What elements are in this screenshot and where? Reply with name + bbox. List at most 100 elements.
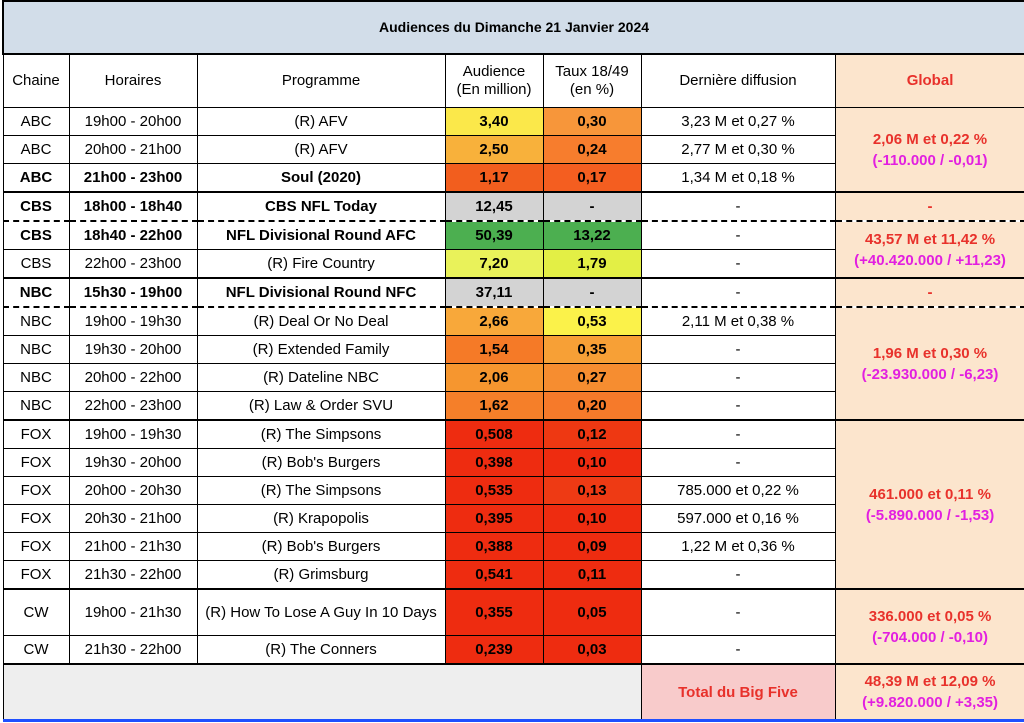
header-taux-line2: (en %) — [569, 81, 615, 98]
cell-taux: 0,30 — [542, 107, 642, 136]
cell-chaine: FOX — [2, 560, 70, 590]
cell-derniere: - — [640, 277, 836, 308]
table-row: NBC 19h30 - 20h00 (R) Extended Family 1,… — [2, 335, 1024, 364]
cell-taux: 0,12 — [542, 419, 642, 449]
table-row: CW 19h00 - 21h30 (R) How To Lose A Guy I… — [2, 588, 1024, 665]
cell-chaine: NBC — [2, 335, 70, 364]
cell-chaine: CW — [2, 588, 70, 636]
total-value: 48,39 M et 12,09 % (+9.820.000 / +3,35) — [834, 663, 1024, 722]
cell-chaine: FOX — [2, 448, 70, 477]
cell-taux: 0,03 — [542, 635, 642, 665]
sheet-title: Audiences du Dimanche 21 Janvier 2024 — [1, 0, 1024, 55]
global-cbs-today-main: - — [927, 198, 933, 215]
header-derniere: Dernière diffusion — [640, 53, 836, 108]
cell-programme: NFL Divisional Round NFC — [196, 277, 446, 308]
cell-horaires: 21h30 - 22h00 — [68, 560, 198, 590]
global-fox-main: 461.000 et 0,11 % — [869, 485, 991, 503]
global-nbc-diff: (-23.930.000 / -6,23) — [861, 365, 999, 383]
cell-taux: 0,17 — [542, 163, 642, 193]
table-row: ABC 19h00 - 20h00 (R) AFV 3,40 0,30 3,23… — [2, 107, 1024, 193]
cell-audience: 1,17 — [444, 163, 544, 193]
header-chaine: Chaine — [2, 53, 70, 108]
table-row: CBS 22h00 - 23h00 (R) Fire Country 7,20 … — [2, 249, 1024, 279]
total-blank-cell — [2, 663, 642, 722]
cell-horaires: 19h00 - 19h30 — [68, 306, 198, 336]
cell-horaires: 19h00 - 21h30 — [68, 588, 198, 636]
cell-programme: (R) AFV — [196, 135, 446, 164]
cell-horaires: 18h40 - 22h00 — [68, 220, 198, 250]
table-row: NBC 15h30 - 19h00 NFL Divisional Round N… — [2, 277, 1024, 308]
cell-derniere: - — [640, 560, 836, 590]
cell-chaine: ABC — [2, 135, 70, 164]
cell-horaires: 20h00 - 22h00 — [68, 363, 198, 392]
cell-horaires: 20h00 - 20h30 — [68, 476, 198, 505]
global-cw: 336.000 et 0,05 % (-704.000 / -0,10) — [834, 588, 1024, 665]
cell-programme: (R) Deal Or No Deal — [196, 306, 446, 336]
cell-chaine: NBC — [2, 306, 70, 336]
table-row: CBS 18h00 - 18h40 CBS NFL Today 12,45 - … — [2, 191, 1024, 222]
header-audience-line2: (En million) — [456, 81, 532, 98]
table-row: ABC 21h00 - 23h00 Soul (2020) 1,17 0,17 … — [2, 163, 1024, 193]
cell-derniere: - — [640, 335, 836, 364]
cell-derniere: - — [640, 419, 836, 449]
cell-programme: (R) Bob's Burgers — [196, 532, 446, 561]
table-row: CW 21h30 - 22h00 (R) The Conners 0,239 0… — [2, 635, 1024, 665]
cell-programme: CBS NFL Today — [196, 191, 446, 222]
cell-chaine: CW — [2, 635, 70, 665]
cell-chaine: FOX — [2, 504, 70, 533]
cell-derniere: 597.000 et 0,16 % — [640, 504, 836, 533]
table-row: NBC 20h00 - 22h00 (R) Dateline NBC 2,06 … — [2, 363, 1024, 392]
cell-chaine: CBS — [2, 191, 70, 222]
cell-derniere: 785.000 et 0,22 % — [640, 476, 836, 505]
total-value-main: 48,39 M et 12,09 % — [864, 673, 996, 690]
cell-audience: 12,45 — [444, 191, 544, 222]
cell-horaires: 19h00 - 20h00 — [68, 107, 198, 136]
cell-taux: - — [542, 191, 642, 222]
global-fox: 461.000 et 0,11 % (-5.890.000 / -1,53) — [834, 419, 1024, 590]
cell-programme: (R) Law & Order SVU — [196, 391, 446, 421]
global-fox-diff: (-5.890.000 / -1,53) — [865, 506, 995, 524]
cell-programme: (R) Fire Country — [196, 249, 446, 279]
cell-audience: 1,54 — [444, 335, 544, 364]
global-cw-diff: (-704.000 / -0,10) — [872, 628, 988, 646]
cell-derniere: - — [640, 588, 836, 636]
cell-audience: 2,50 — [444, 135, 544, 164]
cell-taux: 0,13 — [542, 476, 642, 505]
cell-derniere: - — [640, 391, 836, 421]
header-horaires: Horaires — [68, 53, 198, 108]
cell-horaires: 22h00 - 23h00 — [68, 391, 198, 421]
cell-audience: 0,388 — [444, 532, 544, 561]
cell-horaires: 15h30 - 19h00 — [68, 277, 198, 308]
cell-programme: (R) AFV — [196, 107, 446, 136]
cell-audience: 3,40 — [444, 107, 544, 136]
cell-programme: (R) The Conners — [196, 635, 446, 665]
header-row: Chaine Horaires Programme Audience (En mi… — [2, 53, 1024, 108]
cell-horaires: 19h30 - 20h00 — [68, 448, 198, 477]
cell-derniere: - — [640, 635, 836, 665]
cell-audience: 7,20 — [444, 249, 544, 279]
cell-chaine: NBC — [2, 363, 70, 392]
global-nbc-main: 1,96 M et 0,30 % — [872, 344, 988, 362]
cell-taux: 0,10 — [542, 448, 642, 477]
cell-chaine: NBC — [2, 391, 70, 421]
cell-audience: 1,62 — [444, 391, 544, 421]
cell-taux: - — [542, 277, 642, 308]
cell-derniere: 2,11 M et 0,38 % — [640, 306, 836, 336]
cell-taux: 0,20 — [542, 391, 642, 421]
table-row: FOX 20h30 - 21h00 (R) Krapopolis 0,395 0… — [2, 504, 1024, 533]
global-cbs-main: 43,57 M et 11,42 % — [864, 230, 996, 248]
cell-taux: 0,09 — [542, 532, 642, 561]
cell-audience: 0,239 — [444, 635, 544, 665]
global-nbc-nfc: - — [834, 277, 1024, 308]
cell-horaires: 21h00 - 21h30 — [68, 532, 198, 561]
cell-horaires: 19h30 - 20h00 — [68, 335, 198, 364]
cell-taux: 0,24 — [542, 135, 642, 164]
cell-programme: (R) The Simpsons — [196, 476, 446, 505]
table-row: NBC 19h00 - 19h30 (R) Deal Or No Deal 2,… — [2, 306, 1024, 421]
global-cbs-diff: (+40.420.000 / +11,23) — [854, 251, 1006, 269]
header-programme: Programme — [196, 53, 446, 108]
table-row: ABC 20h00 - 21h00 (R) AFV 2,50 0,24 2,77… — [2, 135, 1024, 164]
cell-taux: 0,05 — [542, 588, 642, 636]
cell-programme: (R) Extended Family — [196, 335, 446, 364]
global-cbs: 43,57 M et 11,42 % (+40.420.000 / +11,23) — [834, 220, 1024, 279]
